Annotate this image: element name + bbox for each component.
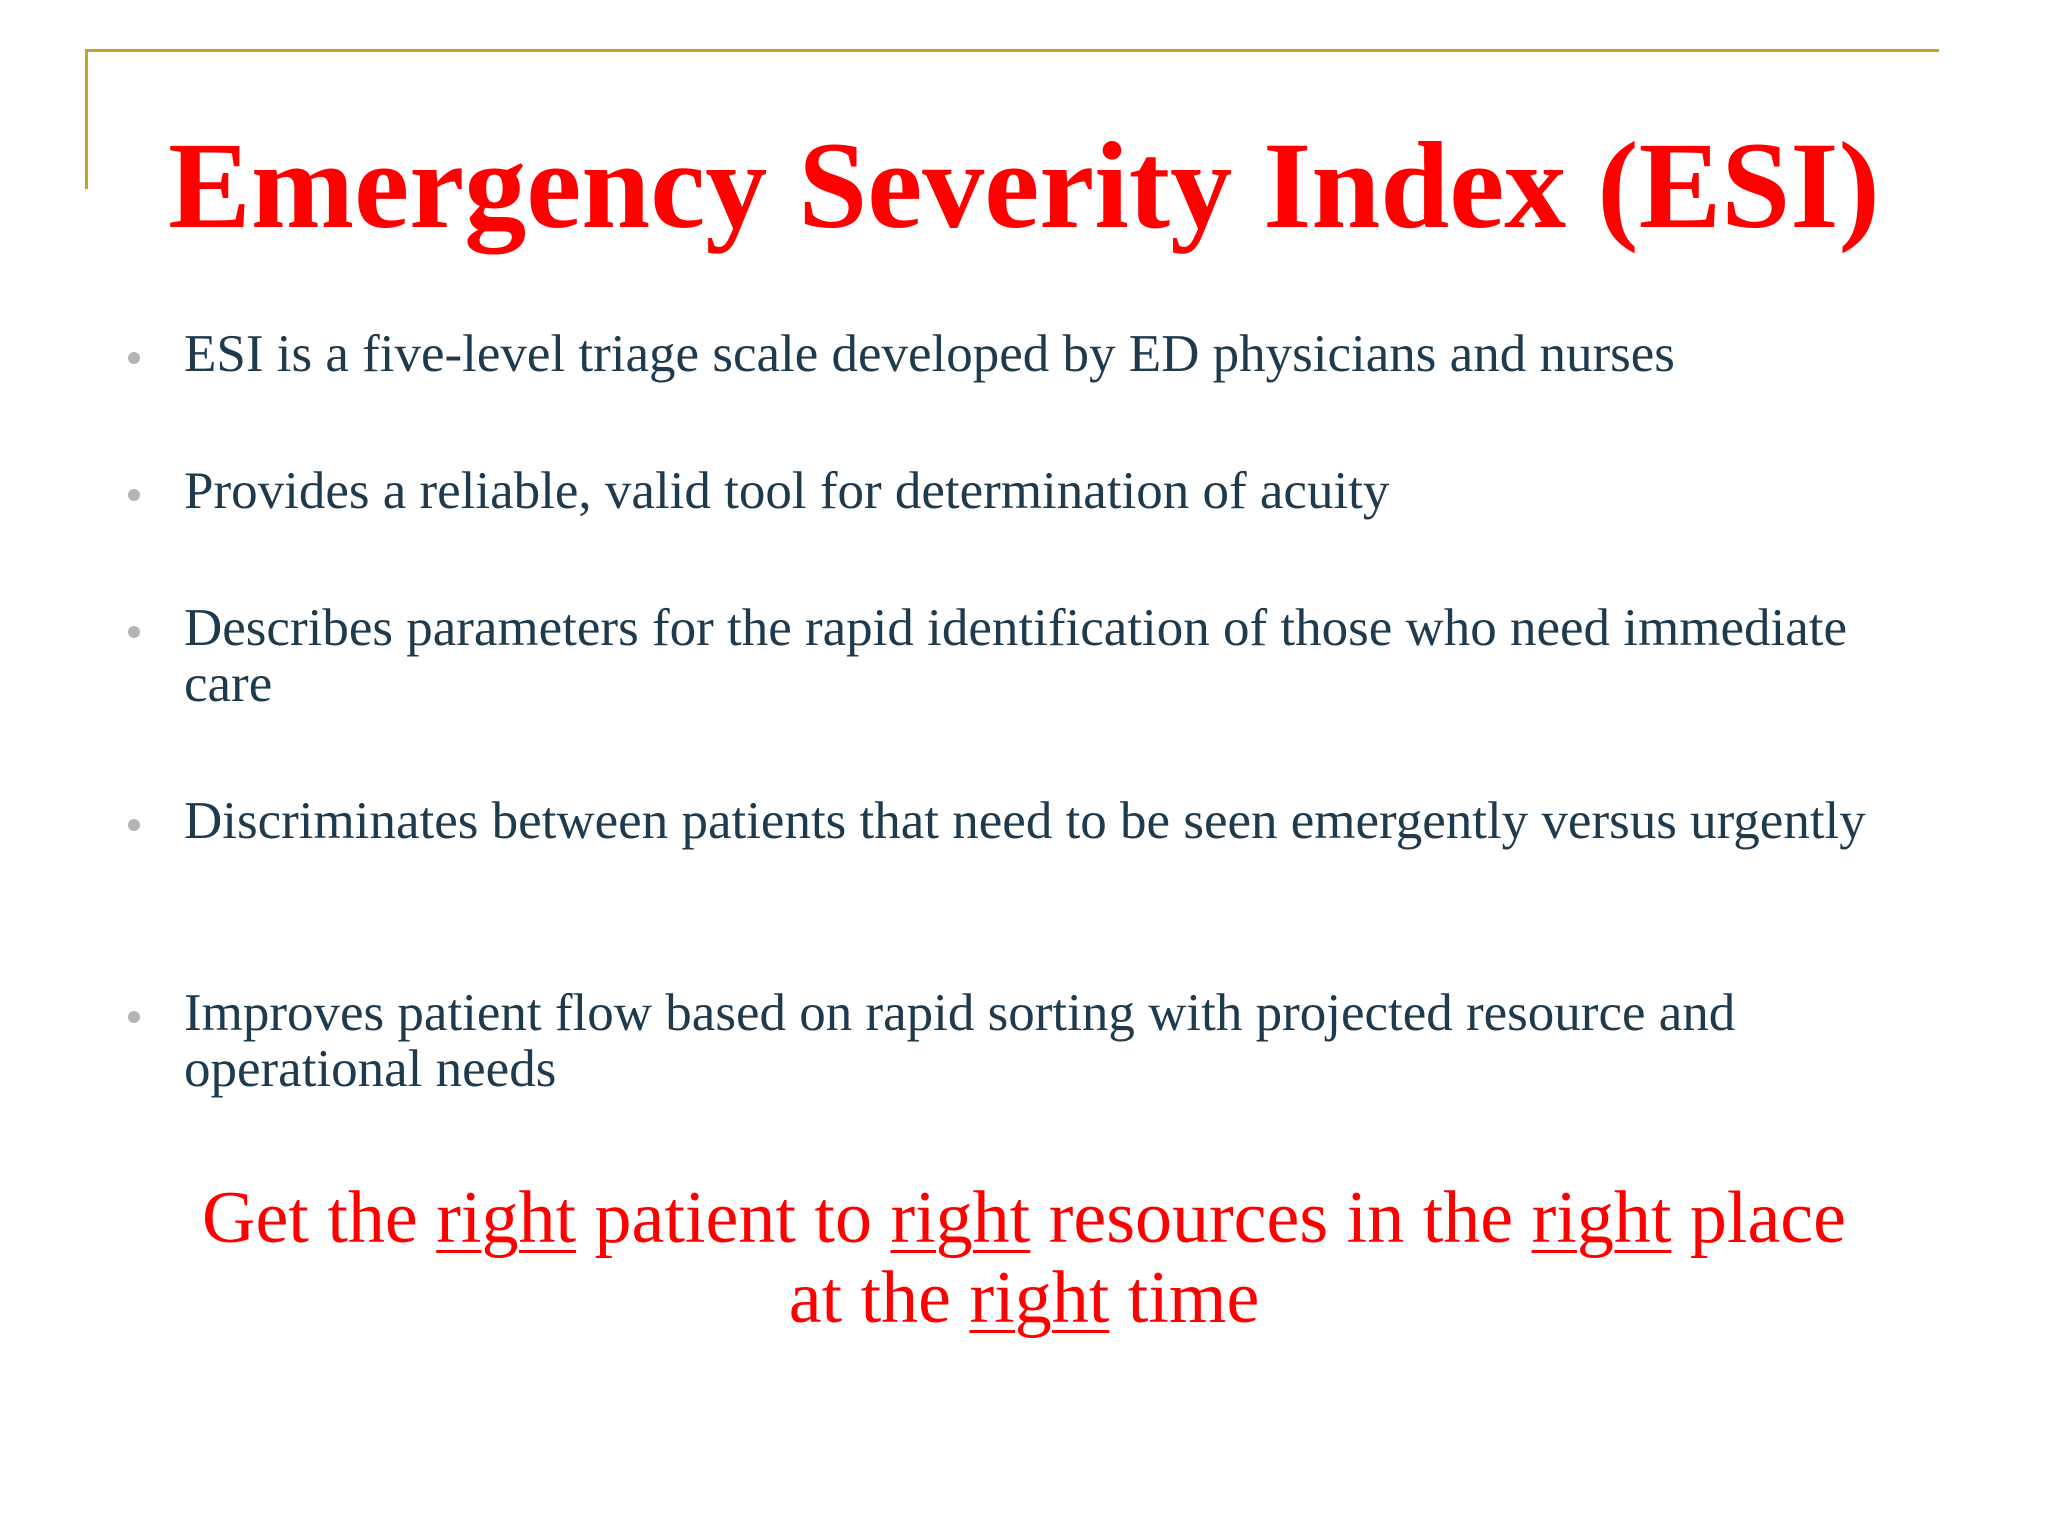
bullet-text: Provides a reliable, valid tool for dete… xyxy=(184,462,1390,520)
bullet-text: ESI is a five-level triage scale develop… xyxy=(184,325,1675,383)
tagline-emphasis: right xyxy=(890,1177,1031,1259)
bullet-text: Discriminates between patients that need… xyxy=(184,792,1866,850)
tagline-segment: at the xyxy=(788,1257,970,1339)
tagline-line-1: Get the right patient to right resources… xyxy=(0,1178,2048,1258)
bullet-text: Describes parameters for the rapid ident… xyxy=(184,599,1848,713)
tagline-line-2: at the right time xyxy=(0,1258,2048,1338)
bullet-dot-icon xyxy=(128,819,140,831)
bullet-dot-icon xyxy=(128,352,140,364)
tagline-segment: resources in the xyxy=(1030,1177,1532,1259)
tagline-emphasis: right xyxy=(436,1177,577,1259)
bullet-dot-icon xyxy=(128,626,140,638)
tagline: Get the right patient to right resources… xyxy=(0,1178,2048,1338)
tagline-segment: place xyxy=(1671,1177,1846,1259)
bullet-dot-icon xyxy=(128,489,140,501)
accent-line-left xyxy=(85,49,88,189)
bullet-text: Improves patient flow based on rapid sor… xyxy=(184,984,1736,1098)
tagline-segment: Get the xyxy=(202,1177,437,1259)
tagline-emphasis: right xyxy=(1531,1177,1672,1259)
accent-line-top xyxy=(85,49,1939,52)
slide-title: Emergency Severity Index (ESI) xyxy=(168,117,1880,254)
tagline-segment: time xyxy=(1109,1257,1260,1339)
tagline-segment: patient to xyxy=(576,1177,891,1259)
bullet-dot-icon xyxy=(128,1011,140,1023)
tagline-emphasis: right xyxy=(969,1257,1110,1339)
